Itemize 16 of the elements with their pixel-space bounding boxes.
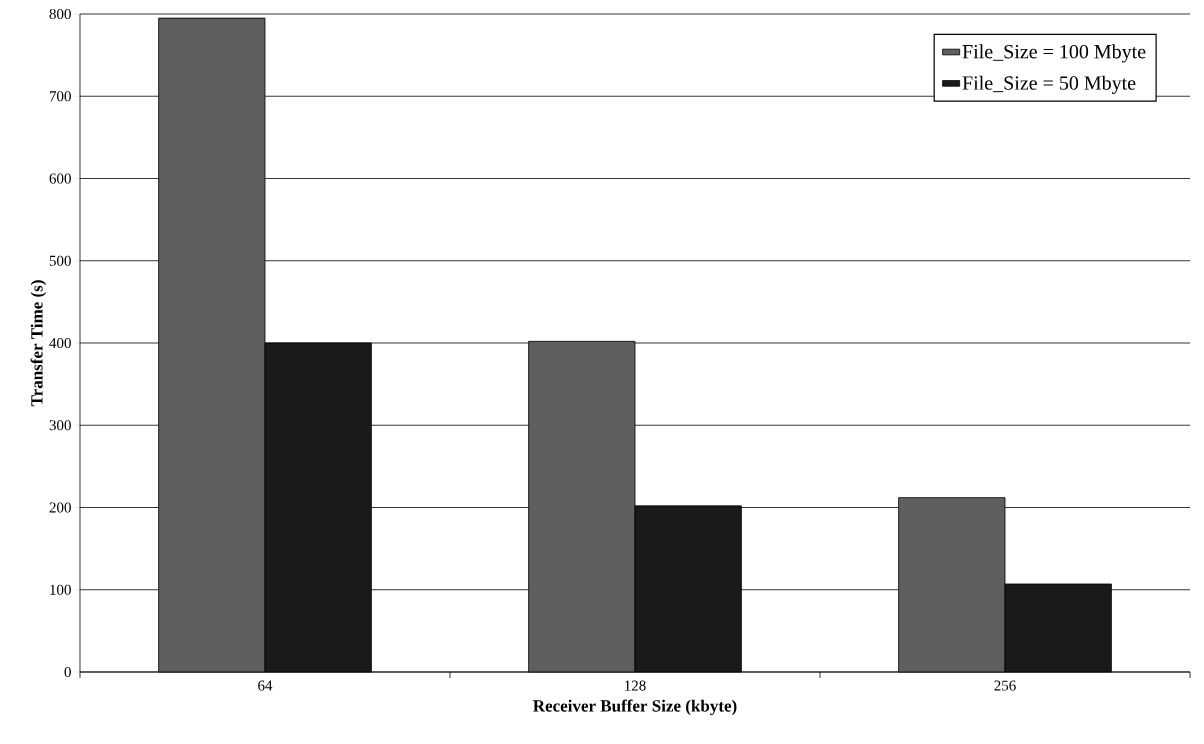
y-axis-title: Transfer Time (s) [30,280,47,407]
y-tick-label: 200 [49,502,71,513]
x-tick-label: 64 [258,680,273,691]
y-tick-label: 100 [50,584,71,595]
legend-label: File_Size = 100 Mbyte [962,44,1146,63]
x-tick-label: 128 [625,680,646,691]
y-tick-label: 500 [49,255,71,266]
x-axis-title: Receiver Buffer Size (kbyte) [533,699,737,716]
y-tick-label: 800 [49,8,71,20]
y-tick-label: 0 [64,666,71,678]
legend-label: File_Size = 50 Mbyte [962,75,1136,94]
y-tick-label: 300 [49,420,71,431]
y-tick-label: 700 [49,91,71,102]
y-tick-label: 400 [49,337,71,349]
y-tick-label: 600 [49,173,71,184]
x-tick-label: 256 [994,680,1016,691]
